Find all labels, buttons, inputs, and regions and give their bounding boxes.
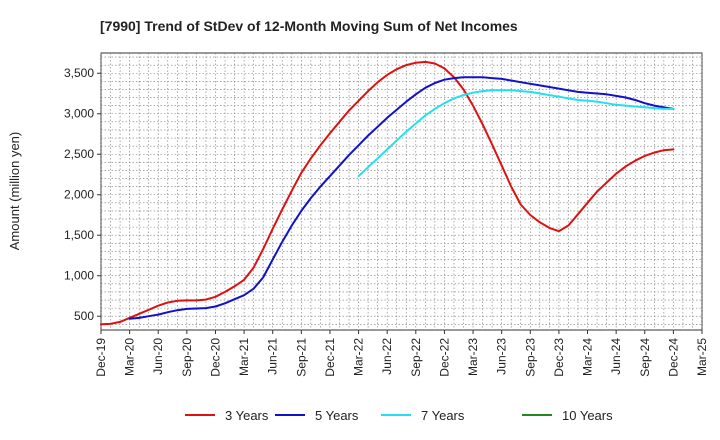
x-tick-label: Dec-21 xyxy=(323,338,337,377)
x-tick-label: Mar-21 xyxy=(237,338,251,376)
x-tick-label: Dec-22 xyxy=(437,338,451,377)
x-tick-label: Dec-24 xyxy=(666,338,680,377)
x-tick-label: Mar-20 xyxy=(123,338,137,376)
y-tick-label: 3,000 xyxy=(64,107,94,121)
legend-item: 7 Years xyxy=(381,408,465,423)
series-line-7-years xyxy=(357,89,675,178)
x-tick-label: Sep-23 xyxy=(523,338,537,377)
legend-label: 10 Years xyxy=(562,408,613,423)
x-tick-label: Mar-22 xyxy=(352,338,366,376)
x-tick-label: Sep-22 xyxy=(409,338,423,377)
legend-item: 3 Years xyxy=(185,408,269,423)
series-line-5-years xyxy=(128,76,675,320)
x-tick-label: Jun-24 xyxy=(609,338,623,375)
legend-item: 5 Years xyxy=(275,408,359,423)
x-tick-label: Mar-23 xyxy=(466,338,480,376)
legend-label: 7 Years xyxy=(421,408,465,423)
series-line-3-years xyxy=(100,60,675,326)
x-tick-label: Mar-25 xyxy=(695,338,709,376)
y-tick-label: 2,500 xyxy=(64,147,94,161)
y-tick-label: 2,000 xyxy=(64,188,94,202)
legend: 3 Years 5 Years 7 Years 10 Years xyxy=(185,408,613,423)
x-tick-label: Sep-20 xyxy=(180,338,194,377)
x-tick-label: Jun-20 xyxy=(151,338,165,375)
x-tick-label: Sep-21 xyxy=(294,338,308,377)
x-tick-label: Dec-23 xyxy=(552,338,566,377)
x-tick-label: Jun-21 xyxy=(266,338,280,375)
y-tick-label: 3,500 xyxy=(64,66,94,80)
x-tick-label: Sep-24 xyxy=(638,338,652,377)
series-layer xyxy=(100,60,675,326)
x-tick-label: Mar-24 xyxy=(581,338,595,376)
y-tick-label: 1,000 xyxy=(64,269,94,283)
x-tick-label: Jun-23 xyxy=(495,338,509,375)
legend-label: 5 Years xyxy=(315,408,359,423)
y-axis-label: Amount (million yen) xyxy=(7,132,22,251)
x-tick-label: Jun-22 xyxy=(380,338,394,375)
x-tick-label: Dec-19 xyxy=(94,338,108,377)
x-tick-label: Dec-20 xyxy=(208,338,222,377)
y-tick-label: 500 xyxy=(74,309,94,323)
legend-item: 10 Years xyxy=(522,408,613,423)
chart-title: [7990] Trend of StDev of 12-Month Moving… xyxy=(100,18,518,34)
axes-layer: Dec-19 Mar-20 Jun-20 Sep-20 Dec-20 Mar-21 Jun-… xyxy=(64,66,709,376)
grid-layer xyxy=(100,52,703,331)
legend-label: 3 Years xyxy=(225,408,269,423)
y-tick-label: 1,500 xyxy=(64,228,94,242)
